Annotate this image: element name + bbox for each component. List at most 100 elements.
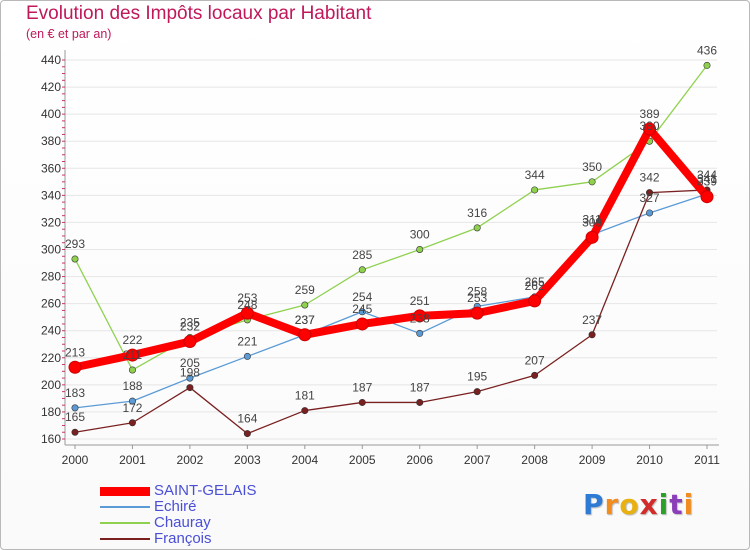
data-point-chauray — [473, 224, 481, 232]
proxiti-logo: Proxiti — [583, 488, 694, 521]
value-label-françois: 181 — [295, 389, 315, 403]
data-point-saint-gelais — [125, 348, 139, 362]
value-label-chauray: 436 — [697, 43, 717, 57]
x-tick-label-2006: 2006 — [406, 453, 433, 467]
data-point-françois — [71, 428, 79, 436]
data-point-saint-gelais — [470, 306, 484, 320]
y-tick-label-240: 240 — [41, 324, 61, 338]
value-label-saint-gelais: 262 — [525, 279, 545, 293]
data-point-françois — [588, 331, 596, 339]
logo-letter: r — [604, 488, 620, 521]
y-tick-label-420: 420 — [41, 80, 61, 94]
value-label-françois: 207 — [525, 353, 545, 367]
value-label-chauray: 211 — [123, 348, 142, 362]
value-label-echiré: 205 — [180, 356, 200, 370]
x-tick-label-2003: 2003 — [234, 453, 261, 467]
x-tick-label-2002: 2002 — [177, 453, 204, 467]
value-label-saint-gelais: 222 — [122, 333, 142, 347]
legend-label: Chauray — [154, 514, 211, 531]
y-tick-label-200: 200 — [41, 378, 61, 392]
value-label-echiré: 341 — [697, 172, 717, 186]
y-tick-label-400: 400 — [41, 107, 61, 121]
data-point-echiré — [71, 404, 79, 412]
legend-swatch — [100, 538, 150, 540]
x-tick-label-2011: 2011 — [694, 453, 720, 467]
y-tick-label-260: 260 — [41, 297, 61, 311]
data-point-françois — [358, 398, 366, 406]
value-label-saint-gelais: 253 — [237, 291, 257, 305]
data-point-echiré — [358, 308, 366, 316]
value-label-chauray: 285 — [352, 248, 372, 262]
x-tick-label-2008: 2008 — [521, 453, 548, 467]
value-label-françois: 187 — [352, 380, 372, 394]
series-line-saint-gelais — [71, 125, 711, 372]
data-point-françois — [186, 384, 194, 392]
value-label-françois: 344 — [697, 168, 717, 182]
y-tick-label-380: 380 — [41, 134, 61, 148]
value-label-echiré: 188 — [122, 379, 142, 393]
data-point-echiré — [416, 329, 424, 337]
value-label-chauray: 350 — [582, 160, 602, 174]
data-point-chauray — [703, 61, 711, 69]
data-point-echiré — [128, 397, 136, 405]
legend-label: SAINT-GELAIS — [154, 482, 257, 499]
value-label-chauray: 293 — [65, 237, 85, 251]
value-label-saint-gelais: 232 — [180, 320, 200, 334]
value-label-saint-gelais: 245 — [352, 302, 372, 316]
value-label-echiré: 258 — [467, 284, 487, 298]
data-point-françois — [301, 407, 309, 415]
logo-letter: o — [619, 488, 640, 521]
value-label-françois: 237 — [582, 313, 602, 327]
value-label-chauray: 316 — [467, 206, 487, 220]
value-label-françois: 172 — [122, 401, 142, 415]
value-label-chauray: 248 — [237, 298, 257, 312]
value-label-echiré: 265 — [525, 275, 545, 289]
value-label-echiré: 254 — [352, 290, 372, 304]
value-label-françois: 195 — [467, 370, 487, 384]
series-line-echiré — [74, 193, 708, 409]
data-point-françois — [243, 430, 251, 438]
value-label-echiré: 221 — [237, 334, 257, 348]
data-point-chauray — [71, 255, 79, 263]
value-label-chauray: 344 — [525, 168, 545, 182]
legend-swatch — [100, 486, 150, 496]
logo-letter: P — [583, 488, 605, 521]
data-point-saint-gelais — [240, 306, 254, 320]
data-point-chauray — [128, 366, 136, 374]
data-point-chauray — [301, 301, 309, 309]
legend-label: François — [154, 530, 212, 547]
logo-letter: x — [639, 488, 659, 521]
data-point-saint-gelais — [183, 335, 197, 349]
data-point-françois — [531, 371, 539, 379]
value-label-saint-gelais: 213 — [65, 345, 85, 359]
y-tick-label-280: 280 — [41, 270, 61, 284]
data-point-echiré — [646, 209, 654, 217]
chart-title: Evolution des Impôts locaux par Habitant — [26, 3, 372, 24]
data-point-saint-gelais — [643, 122, 657, 136]
value-label-echiré: 237 — [295, 313, 315, 327]
data-point-françois — [416, 398, 424, 406]
value-label-echiré: 327 — [640, 191, 660, 205]
value-label-françois: 342 — [640, 171, 660, 185]
value-label-echiré: 311 — [583, 213, 602, 227]
data-point-echiré — [243, 352, 251, 360]
x-tick-label-2001: 2001 — [119, 453, 146, 467]
data-point-chauray — [588, 178, 596, 186]
logo-letter: i — [658, 488, 670, 521]
data-point-chauray — [416, 246, 424, 254]
logo-letter: t — [669, 488, 684, 521]
data-point-echiré — [186, 374, 194, 382]
y-tick-label-220: 220 — [41, 351, 61, 365]
data-point-françois — [646, 189, 654, 197]
x-tick-label-2005: 2005 — [349, 453, 376, 467]
series-line-chauray — [74, 64, 708, 371]
logo-letter: i — [683, 488, 695, 521]
data-point-saint-gelais — [413, 309, 427, 323]
data-point-françois — [473, 388, 481, 396]
data-point-chauray — [531, 186, 539, 194]
x-tick-label-2004: 2004 — [291, 453, 318, 467]
legend-swatch — [100, 522, 150, 524]
value-label-saint-gelais: 237 — [295, 313, 315, 327]
y-tick-label-160: 160 — [41, 432, 61, 446]
chart-subtitle: (en € et par an) — [26, 27, 112, 41]
